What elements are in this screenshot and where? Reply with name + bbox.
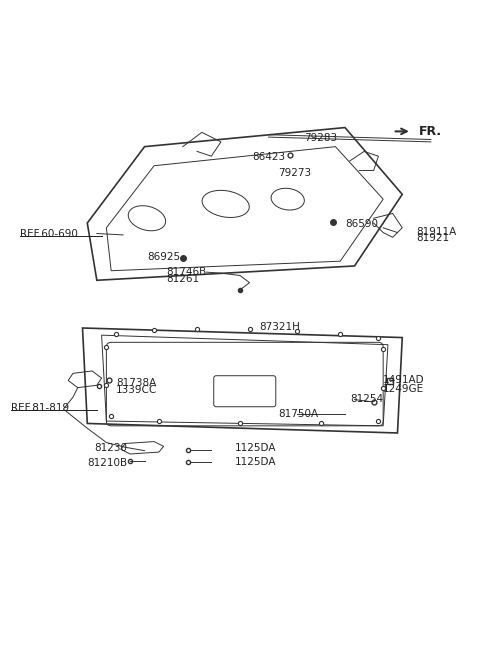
- Text: 1249GE: 1249GE: [383, 384, 424, 394]
- Text: 81921: 81921: [417, 234, 450, 243]
- Text: REF.60-690: REF.60-690: [21, 228, 78, 239]
- Text: FR.: FR.: [419, 125, 442, 138]
- Text: 81750A: 81750A: [278, 409, 318, 419]
- Text: 81746B: 81746B: [166, 267, 206, 277]
- Text: 86590: 86590: [345, 219, 378, 229]
- Text: 86925: 86925: [147, 253, 180, 262]
- Text: 1125DA: 1125DA: [235, 443, 277, 453]
- Text: 81911A: 81911A: [417, 226, 457, 237]
- Text: 86423: 86423: [252, 152, 285, 162]
- Text: 1125DA: 1125DA: [235, 457, 277, 466]
- Text: 1491AD: 1491AD: [383, 375, 425, 386]
- Text: 81210B: 81210B: [87, 458, 127, 468]
- Text: 79283: 79283: [304, 133, 337, 143]
- Text: 81254: 81254: [350, 394, 383, 403]
- Text: 81230: 81230: [95, 443, 128, 453]
- Text: REF.81-819: REF.81-819: [11, 403, 69, 413]
- Text: 79273: 79273: [278, 168, 312, 178]
- Text: 81738A: 81738A: [116, 378, 156, 388]
- Text: 81261: 81261: [166, 274, 199, 284]
- Text: 1339CC: 1339CC: [116, 385, 157, 395]
- Text: 87321H: 87321H: [259, 322, 300, 332]
